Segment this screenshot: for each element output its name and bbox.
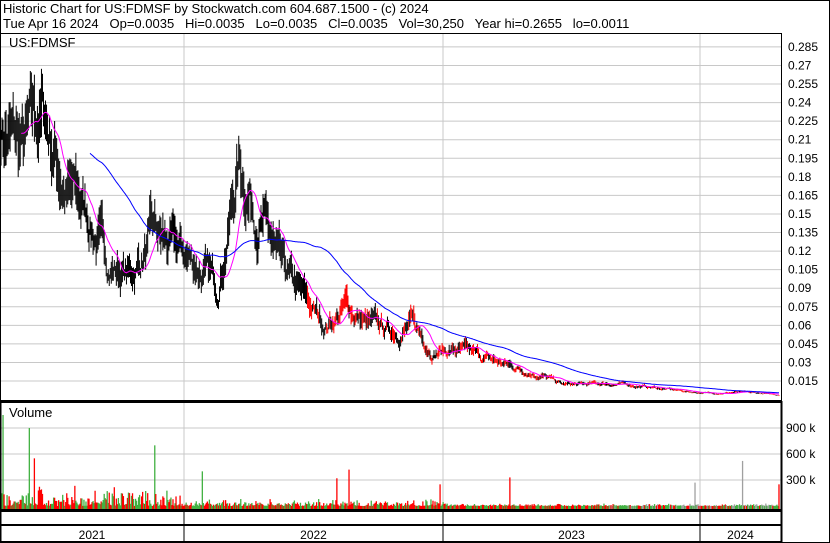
x-tick-label: 2023: [558, 528, 585, 542]
price-tick-label: 0.075: [788, 300, 818, 314]
price-tick-label: 0.135: [788, 226, 818, 240]
volume-tick-label: 300 k: [786, 473, 816, 487]
price-tick-label: 0.24: [788, 96, 812, 110]
price-tick-label: 0.18: [788, 170, 812, 184]
x-tick-label: 2021: [79, 528, 106, 542]
chart-title: Historic Chart for US:FDMSF by Stockwatc…: [3, 1, 429, 16]
price-tick-label: 0.015: [788, 374, 818, 388]
volume-label: Volume: [9, 405, 52, 420]
price-tick-label: 0.06: [788, 318, 812, 332]
price-tick-label: 0.03: [788, 355, 812, 369]
x-tick-label: 2022: [300, 528, 327, 542]
quote-line: Tue Apr 16 2024 Op=0.0035 Hi=0.0035 Lo=0…: [3, 16, 630, 31]
price-tick-label: 0.27: [788, 58, 812, 72]
volume-tick-label: 600 k: [786, 447, 816, 461]
price-tick-label: 0.195: [788, 151, 818, 165]
time-axis-band: [0, 510, 783, 526]
symbol-label: US:FDMSF: [9, 35, 76, 50]
price-tick-label: 0.105: [788, 263, 818, 277]
ma-short-line: [21, 111, 780, 395]
price-panel-frame: [0, 33, 782, 401]
price-tick-label: 0.09: [788, 281, 812, 295]
price-tick-label: 0.225: [788, 114, 818, 128]
volume-tick-label: 900 k: [786, 421, 816, 435]
price-tick-label: 0.15: [788, 207, 812, 221]
ma-long-line: [89, 152, 779, 394]
x-tick-label: 2024: [727, 528, 754, 542]
price-tick-label: 0.12: [788, 244, 812, 258]
price-tick-label: 0.165: [788, 188, 818, 202]
price-tick-label: 0.255: [788, 77, 818, 91]
volume-panel-frame: [0, 401, 783, 511]
price-tick-label: 0.21: [788, 133, 812, 147]
price-tick-label: 0.285: [788, 40, 818, 54]
price-tick-label: 0.045: [788, 337, 818, 351]
year-label-band: [0, 524, 783, 543]
